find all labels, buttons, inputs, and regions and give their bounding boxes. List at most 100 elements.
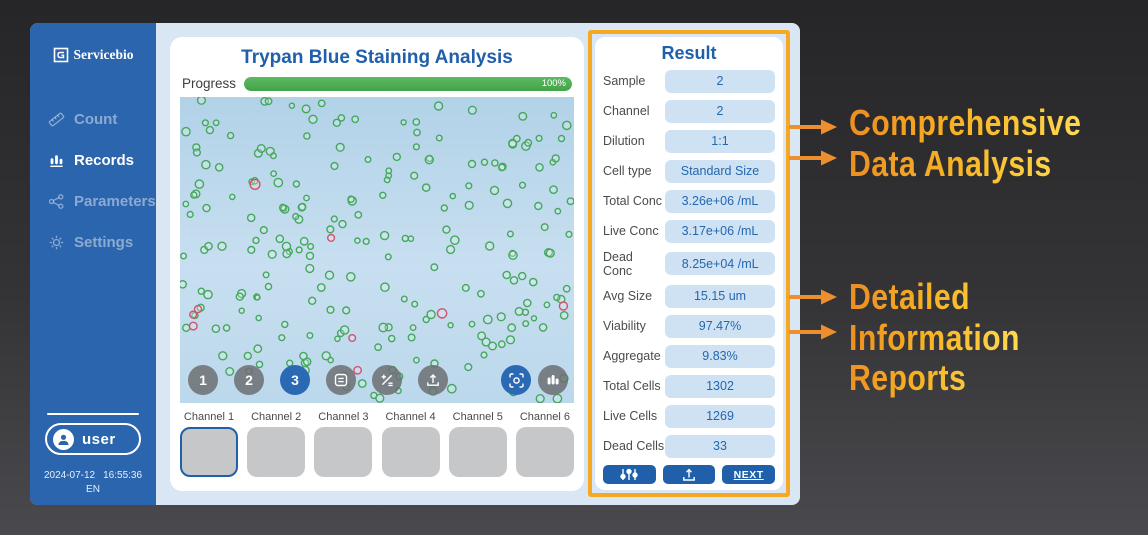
result-row-label: Total Conc <box>603 194 663 208</box>
calculation-button[interactable] <box>372 365 402 395</box>
callout-line: Detailed <box>849 276 970 317</box>
result-row: Sample 2 <box>603 69 775 93</box>
next-label: NEXT <box>733 468 764 481</box>
gear-icon <box>49 235 64 250</box>
page-2-label: 2 <box>245 372 253 388</box>
page-title: Trypan Blue Staining Analysis <box>241 47 513 68</box>
page-1-button[interactable]: 1 <box>188 365 218 395</box>
image-toolbar: 1 2 3 <box>188 365 448 395</box>
channel-thumbnail[interactable] <box>180 427 238 477</box>
calc-icon <box>381 374 393 387</box>
page-1-label: 1 <box>199 372 207 388</box>
page-2-button[interactable]: 2 <box>234 365 264 395</box>
result-row-label: Viability <box>603 319 646 333</box>
servicebio-logo-icon <box>53 47 68 63</box>
result-rows: Sample 2 Channel 2 Dilution 1:1 Cell type Stand… <box>603 66 775 461</box>
channel-label: Channel 3 <box>318 411 369 423</box>
result-panel: Result Sample 2 Channel 2 Dilution 1:1 Cell ty… <box>595 37 783 490</box>
export-button[interactable] <box>662 465 716 484</box>
sidebar-item-records[interactable]: Records <box>30 140 156 181</box>
sidebar-item-label: Settings <box>74 234 134 251</box>
sidebar-item-label: Parameters <box>74 193 156 210</box>
result-row-value: 9.83% <box>665 344 775 368</box>
result-row-value: 1302 <box>665 374 775 398</box>
list-view-button[interactable] <box>326 365 356 395</box>
callout-line: Comprehensive <box>849 102 1082 143</box>
bar-chart-icon <box>50 155 63 167</box>
export-icon <box>427 374 439 386</box>
result-row-value: Standard Size <box>665 159 775 183</box>
datetime: 2024-07-12 16:55:36 <box>30 470 156 481</box>
result-buttons: NEXT <box>603 465 776 484</box>
result-row: Dead Cells 33 <box>603 434 775 458</box>
focus-view-button[interactable] <box>501 365 531 395</box>
result-row-value: 1:1 <box>665 129 775 153</box>
result-row: Aggregate 9.83% <box>603 344 775 368</box>
sliders-icon <box>620 468 639 480</box>
result-row-value: 97.47% <box>665 314 775 338</box>
microscopy-image[interactable]: 1 2 3 <box>180 97 574 403</box>
user-button[interactable]: user <box>45 423 141 455</box>
image-toolbar-right <box>501 365 568 395</box>
adjust-parameters-button[interactable] <box>603 465 656 484</box>
result-row: Dilution 1:1 <box>603 129 775 153</box>
export-image-button[interactable] <box>418 365 448 395</box>
channel-thumbnail[interactable] <box>381 427 440 477</box>
progress-row: Progress 100% <box>182 76 572 91</box>
channel-column: Channel 4 <box>381 411 440 477</box>
channel-label: Channel 5 <box>452 411 503 423</box>
sidebar-item-parameters[interactable]: Parameters <box>30 181 156 222</box>
result-row-label: Dilution <box>603 134 645 148</box>
progress-percent: 100% <box>541 78 566 89</box>
result-row: Viability 97.47% <box>603 314 775 338</box>
result-row-label: Dead Cells <box>603 439 665 453</box>
user-label: user <box>82 430 116 448</box>
channel-strip: Channel 1 Channel 2 Channel 3 Channel 4 Chan… <box>180 411 574 477</box>
upload-icon <box>683 468 695 481</box>
result-row-label: Live Cells <box>603 409 658 423</box>
callout-line: Data Analysis <box>849 142 1052 184</box>
arrow-icon <box>789 324 837 340</box>
focus-icon <box>508 372 524 388</box>
result-title: Result <box>661 43 717 63</box>
result-row-value: 33 <box>665 434 775 458</box>
analysis-panel: Trypan Blue Staining Analysis Progress 1… <box>170 37 584 491</box>
sidebar-nav: Count Records <box>30 99 156 263</box>
channel-label: Channel 4 <box>385 411 436 423</box>
channel-thumbnail[interactable] <box>314 427 373 477</box>
brand-name: Servicebio <box>73 47 134 62</box>
device-screen: Servicebio Count <box>30 23 800 505</box>
channel-thumbnail[interactable] <box>448 427 507 477</box>
list-icon <box>334 373 348 387</box>
result-row: Dead Conc 8.25e+04 /mL <box>603 250 775 278</box>
channel-column: Channel 3 <box>314 411 373 477</box>
channel-column: Channel 2 <box>247 411 306 477</box>
progress-label: Progress <box>182 76 237 91</box>
network-icon <box>48 194 64 209</box>
histogram-view-button[interactable] <box>538 365 568 395</box>
sidebar-item-label: Count <box>74 111 118 128</box>
result-row: Channel 2 <box>603 99 775 123</box>
arrow-icon <box>789 150 837 166</box>
language-indicator: EN <box>86 484 100 495</box>
arrow-icon <box>789 119 837 135</box>
channel-label: Channel 1 <box>183 411 235 423</box>
result-row-value: 3.26e+06 /mL <box>665 189 775 213</box>
brand-logo: Servicebio <box>30 47 156 63</box>
next-button[interactable]: NEXT <box>722 465 776 484</box>
sidebar-item-count[interactable]: Count <box>30 99 156 140</box>
result-row-label: Channel <box>603 104 650 118</box>
callout-information-reports: Detailed Information Reports <box>849 277 1020 399</box>
channel-thumbnail[interactable] <box>515 427 574 477</box>
callout-data-analysis: Comprehensive Data Analysis <box>849 103 1081 184</box>
result-row-value: 15.15 um <box>665 284 775 308</box>
sidebar: Servicebio Count <box>30 23 156 505</box>
arrow-icon <box>789 289 837 305</box>
channel-thumbnail[interactable] <box>247 427 306 477</box>
page-3-button[interactable]: 3 <box>280 365 310 395</box>
time-text: 16:55:36 <box>103 470 143 481</box>
channel-column: Channel 1 <box>180 411 238 477</box>
sidebar-item-settings[interactable]: Settings <box>30 222 156 263</box>
result-row-value: 2 <box>665 69 775 93</box>
callout-line: Information <box>849 316 1020 358</box>
